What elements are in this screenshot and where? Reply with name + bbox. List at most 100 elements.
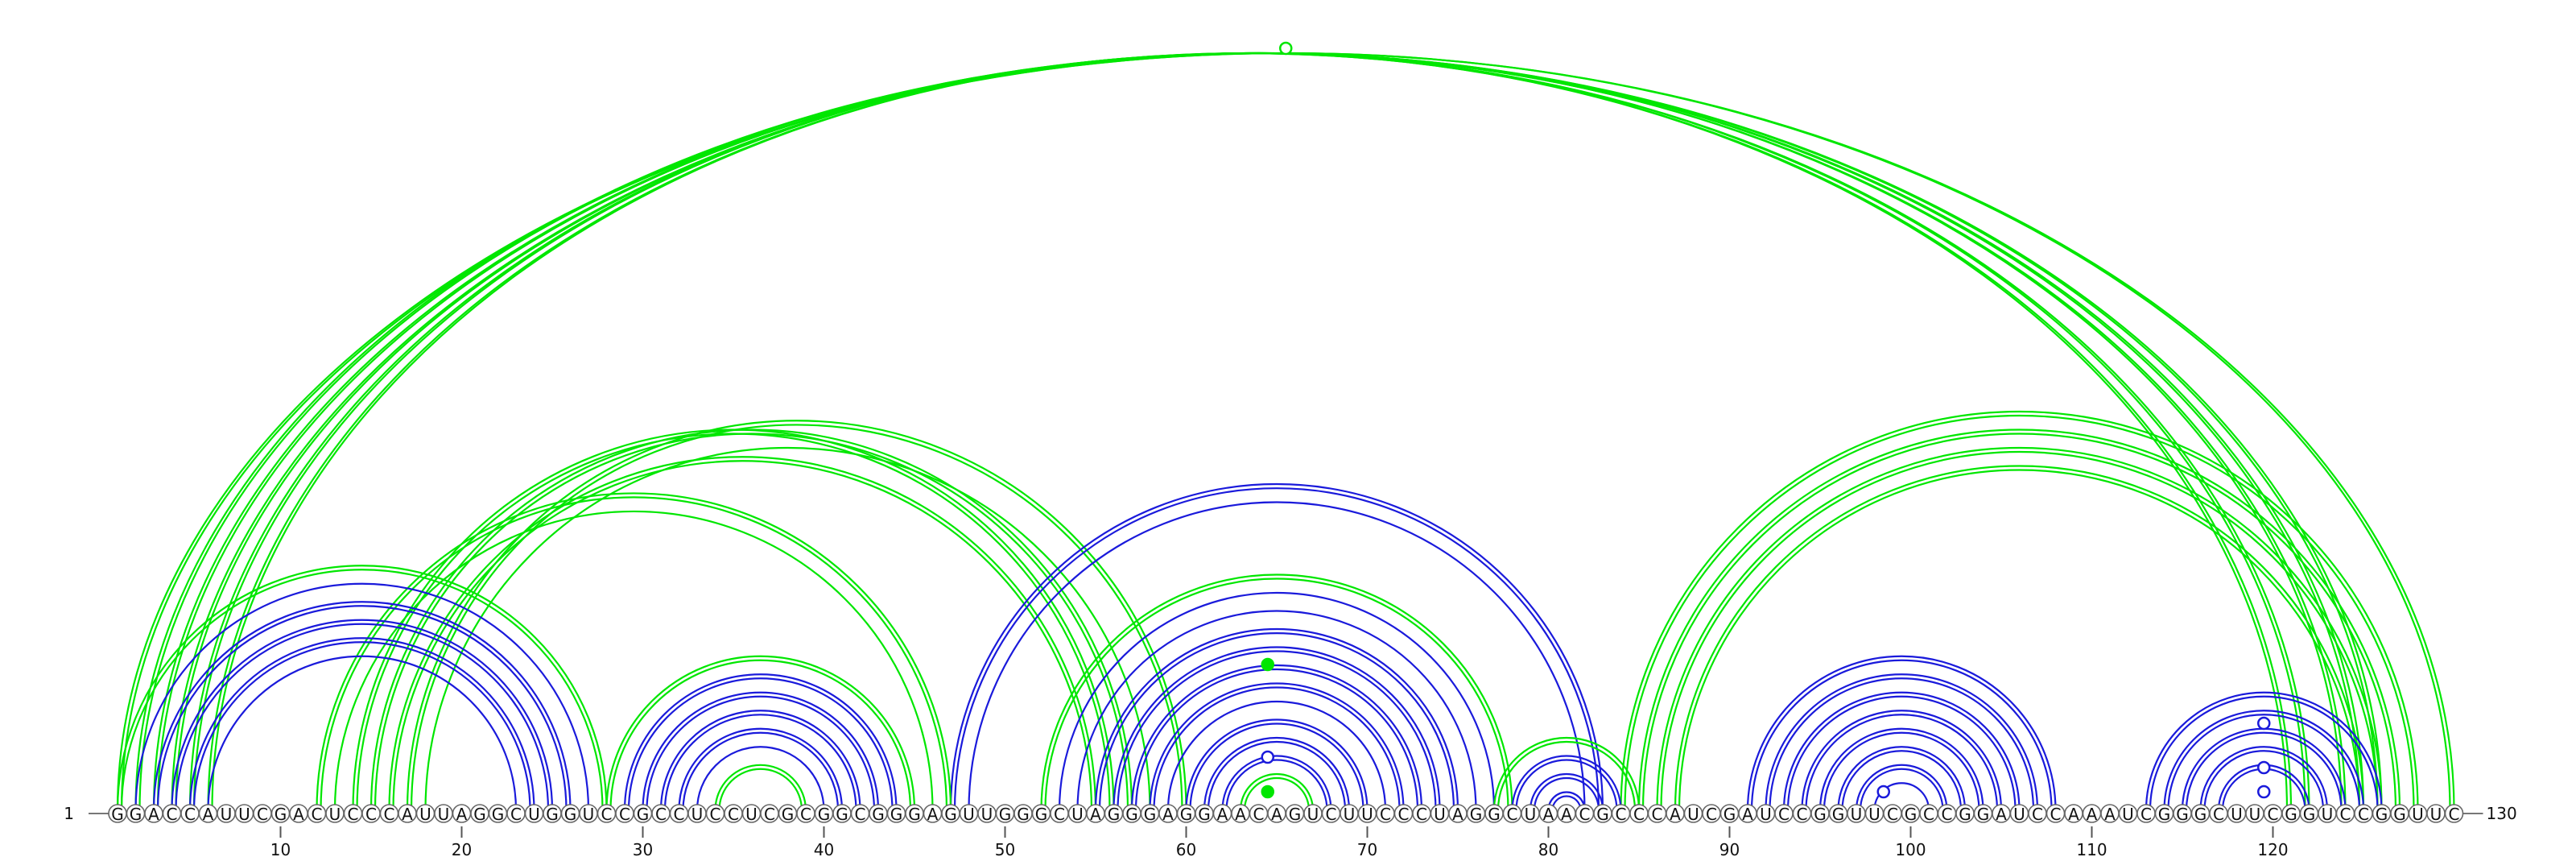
nucleotide-letter: U: [2249, 805, 2261, 824]
base-pair-arc: [2149, 695, 2379, 811]
base-pair-arc: [1529, 772, 1604, 811]
base-pair-arc: [188, 52, 2310, 811]
nucleotide-letter: G: [1144, 805, 1157, 824]
nucleotide: C: [506, 804, 526, 824]
nucleotide-letter: C: [800, 805, 811, 824]
base-pair-arc: [1149, 682, 1405, 811]
nucleotide-letter: G: [564, 805, 577, 824]
nucleotide-letter: C: [2340, 805, 2351, 824]
nucleotide-letter: U: [981, 805, 993, 824]
nucleotide: G: [2390, 804, 2409, 824]
nucleotide-letter: U: [963, 805, 975, 824]
nucleotide-letter: A: [1217, 805, 1228, 824]
base-pair-arc: [138, 52, 2379, 811]
nucleotide: U: [1430, 804, 1450, 824]
arc-marker: [1279, 41, 1293, 56]
nucleotide: C: [1575, 804, 1595, 824]
nucleotide: A: [1538, 804, 1558, 824]
nucleotide-letter: C: [1398, 805, 1410, 824]
nucleotide: U: [1340, 804, 1359, 824]
nucleotide-letter: C: [1706, 805, 1717, 824]
arc-marker: [1876, 785, 1890, 799]
sequence-end-label: 130: [2487, 804, 2517, 823]
nucleotide-letter: G: [1832, 805, 1845, 824]
nucleotide: G: [1195, 804, 1214, 824]
nucleotide: C: [2046, 804, 2066, 824]
nucleotide-letter: A: [1543, 805, 1554, 824]
nucleotide: A: [2082, 804, 2102, 824]
base-pair-arc: [1058, 591, 1496, 811]
base-pair-arc: [374, 433, 1129, 811]
nucleotide-letter: G: [1724, 805, 1736, 824]
base-pair-arc: [605, 655, 916, 811]
nucleotide: G: [1901, 804, 1921, 824]
nucleotide-letter: A: [1670, 805, 1681, 824]
nucleotide-letter: C: [619, 805, 630, 824]
nucleotide: G: [126, 804, 146, 824]
nucleotide: U: [2426, 804, 2446, 824]
base-pair-arc: [1837, 746, 1967, 811]
nucleotide-letter: C: [2140, 805, 2152, 824]
nucleotide-letter: G: [872, 805, 885, 824]
nucleotide: U: [217, 804, 236, 824]
base-pair-arc: [134, 582, 590, 811]
base-pair-arc: [171, 619, 554, 811]
base-pair-arc: [1678, 469, 2361, 811]
nucleotide: C: [1321, 804, 1341, 824]
nucleotide-letter: C: [1616, 805, 1627, 824]
base-pair-arc: [1805, 714, 1999, 811]
nucleotide: C: [1629, 804, 1649, 824]
base-pair-arc: [1620, 410, 2419, 811]
nucleotide-letter: U: [1361, 805, 1373, 824]
nucleotide: C: [597, 804, 617, 824]
base-pair-arc: [1769, 677, 2035, 811]
nucleotide: A: [923, 804, 943, 824]
nucleotide: C: [1376, 804, 1395, 824]
nucleotide: G: [1140, 804, 1160, 824]
base-pair-arc: [2203, 750, 2325, 811]
nucleotide-letter: C: [1253, 805, 1265, 824]
nucleotide: G: [1176, 804, 1196, 824]
nucleotide: U: [434, 804, 453, 824]
nucleotide-letter: C: [655, 805, 667, 824]
nucleotide-letter: G: [1017, 805, 1030, 824]
nucleotide: U: [687, 804, 707, 824]
nucleotide-letter: A: [1561, 805, 1572, 824]
axis-tick-label: 60: [1176, 840, 1196, 857]
nucleotide-letter: U: [1687, 805, 1699, 824]
nucleotide: G: [2154, 804, 2174, 824]
nucleotide: C: [1937, 804, 1957, 824]
base-pair-arc: [1818, 727, 1984, 811]
nucleotide-letter: G: [275, 805, 287, 824]
nucleotide-letter: A: [293, 805, 304, 824]
base-pair-arc: [1098, 631, 1455, 811]
base-pair-arc: [175, 52, 2343, 811]
arc-marker: [2257, 716, 2271, 731]
nucleotide: A: [398, 804, 417, 824]
nucleotide-letter: C: [1380, 805, 1391, 824]
nucleotide-letter: U: [691, 805, 704, 824]
base-pair-arc: [152, 601, 572, 811]
nucleotide: C: [2444, 804, 2464, 824]
nucleotide-letter: G: [1814, 805, 1827, 824]
nucleotide-letter: A: [203, 805, 214, 824]
nucleotide-letter: C: [1054, 805, 1065, 824]
nucleotide: G: [995, 804, 1015, 824]
nucleotide-letter: C: [1942, 805, 1953, 824]
nucleotide-letter: U: [2013, 805, 2025, 824]
base-pair-arc: [1823, 731, 1980, 811]
nucleotide: U: [1756, 804, 1776, 824]
base-pair-arc: [642, 691, 880, 811]
base-pair-arc: [1166, 700, 1387, 811]
base-pair-arc: [1637, 428, 2401, 811]
nucleotide-letter: C: [257, 805, 268, 824]
sequence-start-label: 1: [64, 804, 74, 823]
nucleotide: C: [2209, 804, 2228, 824]
nucleotide: G: [1285, 804, 1305, 824]
base-pair-arc: [1496, 740, 1637, 811]
base-pair-arc: [1746, 655, 2057, 811]
nucleotide: U: [2245, 804, 2264, 824]
nucleotide: G: [470, 804, 489, 824]
nucleotide-letter: G: [1470, 805, 1483, 824]
